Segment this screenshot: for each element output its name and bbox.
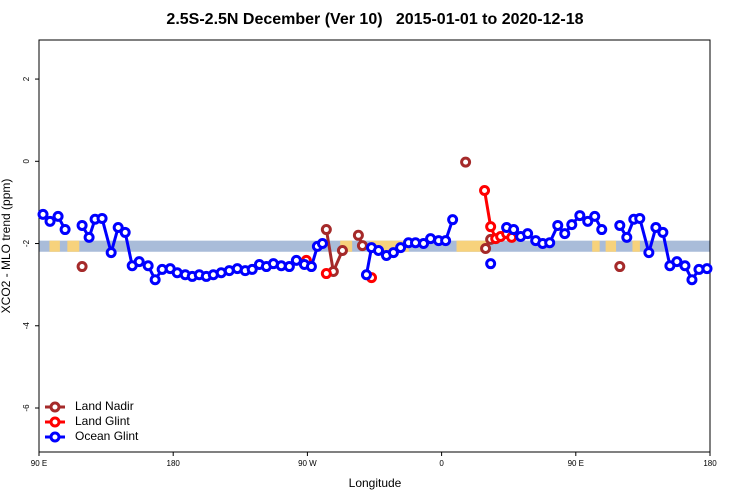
point xyxy=(83,231,95,243)
point xyxy=(105,247,117,259)
point xyxy=(643,247,655,259)
legend-label: Land Glint xyxy=(75,414,130,428)
point xyxy=(480,242,492,254)
land-range xyxy=(340,240,353,252)
x-tick-label: 90 E xyxy=(31,459,47,468)
point xyxy=(574,210,586,222)
point xyxy=(440,235,452,247)
x-tick-label: 0 xyxy=(439,459,444,468)
point xyxy=(119,226,131,238)
x-tick-label: 180 xyxy=(167,459,181,468)
point xyxy=(679,260,691,272)
x-tick-label: 180 xyxy=(703,459,717,468)
point xyxy=(634,212,646,224)
point xyxy=(52,210,64,222)
point xyxy=(460,156,472,168)
point xyxy=(614,261,626,273)
point xyxy=(246,263,258,275)
point xyxy=(552,219,564,231)
point xyxy=(657,226,669,238)
legend-label: Ocean Glint xyxy=(75,429,139,443)
point xyxy=(589,210,601,222)
point xyxy=(112,221,124,233)
y-tick-label: 0 xyxy=(22,159,31,164)
point xyxy=(479,184,491,196)
point xyxy=(290,254,302,266)
point xyxy=(37,208,49,220)
point xyxy=(283,261,295,273)
point xyxy=(352,229,364,241)
point xyxy=(76,261,88,273)
point xyxy=(305,261,317,273)
land-range xyxy=(605,240,617,252)
point xyxy=(596,224,608,236)
point xyxy=(316,238,328,250)
land-range xyxy=(67,240,80,252)
x-tick-label: 90 W xyxy=(298,459,317,468)
point xyxy=(356,240,368,252)
y-tick-label: -2 xyxy=(22,239,31,247)
point xyxy=(582,215,594,227)
point xyxy=(701,263,713,275)
point xyxy=(373,245,385,257)
point xyxy=(360,269,372,281)
point xyxy=(447,214,459,226)
point xyxy=(566,219,578,231)
point xyxy=(621,231,633,243)
point xyxy=(387,247,399,259)
legend-marker xyxy=(49,401,61,413)
point xyxy=(76,219,88,231)
point xyxy=(614,219,626,231)
point xyxy=(44,215,56,227)
land-range xyxy=(456,240,487,252)
point xyxy=(508,224,520,236)
point xyxy=(320,268,332,280)
point xyxy=(485,258,497,270)
y-tick-label: -4 xyxy=(22,322,31,330)
y-tick-label: 2 xyxy=(22,76,31,81)
point xyxy=(522,228,534,240)
point xyxy=(336,245,348,257)
land-range xyxy=(632,240,640,252)
land-range xyxy=(370,240,409,252)
point xyxy=(544,237,556,249)
plot-frame xyxy=(38,39,711,453)
point xyxy=(650,221,662,233)
point xyxy=(395,242,407,254)
legend-marker xyxy=(49,416,61,428)
point xyxy=(320,224,332,236)
point xyxy=(142,260,154,272)
point xyxy=(149,274,161,286)
y-axis-label: XCO2 - MLO trend (ppm) xyxy=(0,179,13,314)
chart-title: 2.5S-2.5N December (Ver 10) 2015-01-01 t… xyxy=(166,11,583,28)
point xyxy=(671,256,683,268)
land-range xyxy=(592,240,600,252)
point xyxy=(559,228,571,240)
y-tick-label: -6 xyxy=(22,404,31,412)
x-tick-label: 90 E xyxy=(568,459,584,468)
point xyxy=(133,256,145,268)
legend-marker xyxy=(49,431,61,443)
point xyxy=(418,238,430,250)
point xyxy=(96,212,108,224)
point xyxy=(59,224,71,236)
legend-label: Land Nadir xyxy=(75,399,134,413)
point xyxy=(686,274,698,286)
land-range xyxy=(49,240,60,252)
x-axis-label: Longitude xyxy=(349,476,402,490)
point xyxy=(485,221,497,233)
